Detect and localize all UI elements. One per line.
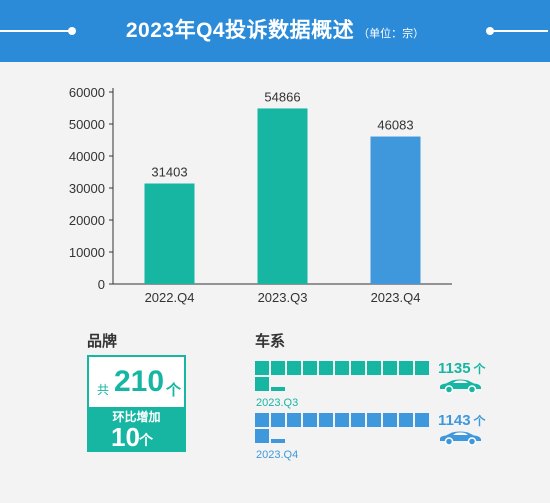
page-title: 2023年Q4投诉数据概述 （单位：宗） [0, 14, 550, 44]
series-section-label: 车系 [255, 333, 286, 350]
pictogram-partial-square [271, 387, 285, 391]
pictogram-square [271, 361, 285, 375]
series-count-q4-unit: 个 [473, 414, 486, 428]
pictogram-square [303, 413, 317, 427]
series-count-q4: 1143 个 [438, 412, 486, 430]
header-divider-left [0, 30, 72, 32]
brand-section-label: 品牌 [87, 333, 118, 350]
bar-value-label: 31403 [151, 165, 187, 180]
unit-note: （单位：宗） [358, 28, 425, 40]
pictogram-square [383, 413, 397, 427]
pictogram-square [255, 413, 269, 427]
bar [370, 136, 421, 284]
y-tick-label: 60000 [69, 85, 105, 100]
x-tick-label: 2023.Q4 [371, 290, 421, 305]
bar-value-label: 46083 [377, 118, 413, 133]
pictogram-square [335, 361, 349, 375]
pictogram-square [255, 429, 269, 443]
y-tick-label: 50000 [69, 117, 105, 132]
y-tick-label: 30000 [69, 181, 105, 196]
pictogram-square [383, 361, 397, 375]
pictogram-square [255, 361, 269, 375]
brand-total-value: 210 [114, 365, 165, 398]
bar [144, 183, 195, 284]
pictogram-square [415, 361, 429, 375]
series-count-q3-unit: 个 [473, 362, 486, 376]
pictogram-square [255, 377, 269, 391]
pictogram-square [335, 413, 349, 427]
car-icon [440, 431, 481, 446]
x-tick-label: 2023.Q3 [258, 290, 308, 305]
header-divider-right [490, 30, 548, 32]
brand-growth-value: 10 [111, 422, 140, 452]
series-period-q3: 2023.Q3 [256, 397, 299, 409]
brand-total-unit: 个 [166, 382, 182, 399]
brand-growth-label: 环比增加 [112, 410, 161, 424]
pictogram-square [367, 361, 381, 375]
pictogram-square [399, 361, 413, 375]
pictogram-square [287, 413, 301, 427]
pictogram-square [351, 413, 365, 427]
pictogram-square [367, 413, 381, 427]
y-tick-label: 0 [98, 277, 105, 292]
pictogram-square [319, 413, 333, 427]
pictogram-square [351, 361, 365, 375]
series-count-q3: 1135 个 [438, 360, 486, 378]
brand-stat-box: 共 210 个 环比增加 10 个 [87, 355, 186, 452]
bar-value-label: 54866 [264, 89, 300, 104]
x-tick-label: 2022.Q4 [145, 290, 195, 305]
y-tick-label: 40000 [69, 149, 105, 164]
pictogram-square [287, 361, 301, 375]
header-banner: 2023年Q4投诉数据概述 （单位：宗） [0, 0, 550, 62]
brand-growth: 环比增加 10 个 [89, 407, 184, 452]
series-period-q4: 2023.Q4 [256, 449, 299, 461]
pictogram-partial-square [271, 439, 285, 443]
pictogram-square [271, 413, 285, 427]
series-count-q3-value: 1135 [438, 360, 471, 377]
title-text: 2023年Q4投诉数据概述 [125, 19, 355, 42]
brand-total-prefix: 共 [97, 383, 110, 397]
bar [257, 108, 308, 284]
brand-total: 共 210 个 [89, 357, 184, 407]
series-count-q4-value: 1143 [438, 412, 471, 429]
car-icon [440, 379, 481, 394]
y-tick-label: 20000 [69, 213, 105, 228]
brand-growth-unit: 个 [139, 432, 153, 448]
pictogram-square [415, 413, 429, 427]
header-dot-right [486, 27, 494, 35]
pictogram-square [303, 361, 317, 375]
y-tick-label: 10000 [69, 245, 105, 260]
bar-chart: 0 10000 20000 30000 40000 50000 60000 31403 2022… [69, 85, 452, 305]
pictogram-square [399, 413, 413, 427]
pictogram-square [319, 361, 333, 375]
header-dot-left [68, 27, 76, 35]
